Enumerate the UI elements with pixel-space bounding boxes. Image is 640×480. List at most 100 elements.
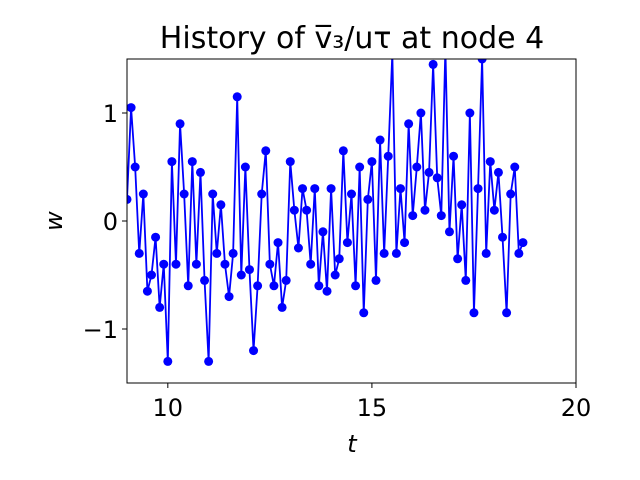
series-marker [204,356,214,366]
y-tick-label: −1 [83,316,118,344]
series-marker [261,146,271,156]
series-marker [285,157,295,167]
series-marker [163,356,173,366]
series-marker [302,205,312,215]
series-marker [265,259,275,269]
series-marker [481,248,491,258]
series-marker [465,108,475,118]
series-marker [449,151,459,161]
series-line [127,59,524,362]
series-marker [355,162,365,172]
series-marker [216,200,226,210]
series-marker [432,173,442,183]
y-tick-label: 0 [103,208,118,236]
series-marker [220,259,230,269]
series-marker [306,259,316,269]
series-marker [326,184,336,194]
series-marker [236,270,246,280]
series-marker [167,157,177,167]
series-marker [179,189,189,199]
series-marker [257,189,267,199]
series-marker [249,346,259,356]
series-marker [420,205,430,215]
x-tick-label: 10 [153,394,184,422]
series-marker [416,108,426,118]
series-marker [175,119,185,129]
series-marker [510,162,520,172]
series-marker [359,308,369,318]
x-axis-label: t [347,430,358,458]
series-marker [395,184,405,194]
series-marker [171,259,181,269]
series-marker [514,248,524,258]
series-marker [330,270,340,280]
series-marker [130,162,140,172]
series-marker [436,211,446,221]
series-marker [195,167,205,177]
series-marker [269,281,279,291]
series-marker [489,205,499,215]
series-marker [138,189,148,199]
series-marker [187,157,197,167]
series-marker [208,189,218,199]
series-marker [424,167,434,177]
series-marker [298,184,308,194]
series-marker [322,286,332,296]
series-marker [212,248,222,258]
series-marker [404,119,414,129]
series-marker [183,281,193,291]
series-marker [273,238,283,248]
series-marker [127,194,132,204]
series-marker [498,232,508,242]
chart-title: History of v̅₃/uτ at node 4 [160,21,544,56]
series-marker [383,151,393,161]
series-marker [371,275,381,285]
series-marker [318,227,328,237]
series-marker [444,227,454,237]
series-marker [155,302,165,312]
series-marker [142,286,152,296]
series-marker [400,238,410,248]
series-marker [469,308,479,318]
series-marker [391,248,401,258]
series-marker [408,211,418,221]
series-marker [375,135,385,145]
series-marker [502,308,512,318]
y-tick-label: 1 [103,100,118,128]
plot-area [127,59,528,366]
series-marker [363,194,373,204]
series-marker [428,59,438,69]
series-marker [253,281,263,291]
series-marker [244,265,254,275]
series-marker [228,248,238,258]
series-marker [159,259,169,269]
series-marker [518,238,528,248]
series-marker [453,254,463,264]
series-marker [347,189,356,199]
series-marker [289,205,299,215]
series-marker [485,157,495,167]
series-marker [412,162,422,172]
series-marker [281,275,291,285]
series-marker [191,259,201,269]
series-marker [457,200,467,210]
x-tick-label: 20 [561,394,592,422]
series-marker [277,302,287,312]
y-axis-label: w [40,211,68,231]
series-marker [146,270,156,280]
series-marker [232,92,242,102]
series-marker [293,243,303,253]
series-marker [342,238,352,248]
series-marker [240,162,250,172]
x-tick-label: 15 [357,394,388,422]
series-marker [334,254,344,264]
series-marker [338,146,348,156]
series-marker [224,292,234,302]
series-marker [151,232,161,242]
series-marker [127,103,136,113]
series-marker [477,59,487,64]
series-marker [379,248,389,258]
series-marker [134,248,144,258]
series-marker [351,281,361,291]
